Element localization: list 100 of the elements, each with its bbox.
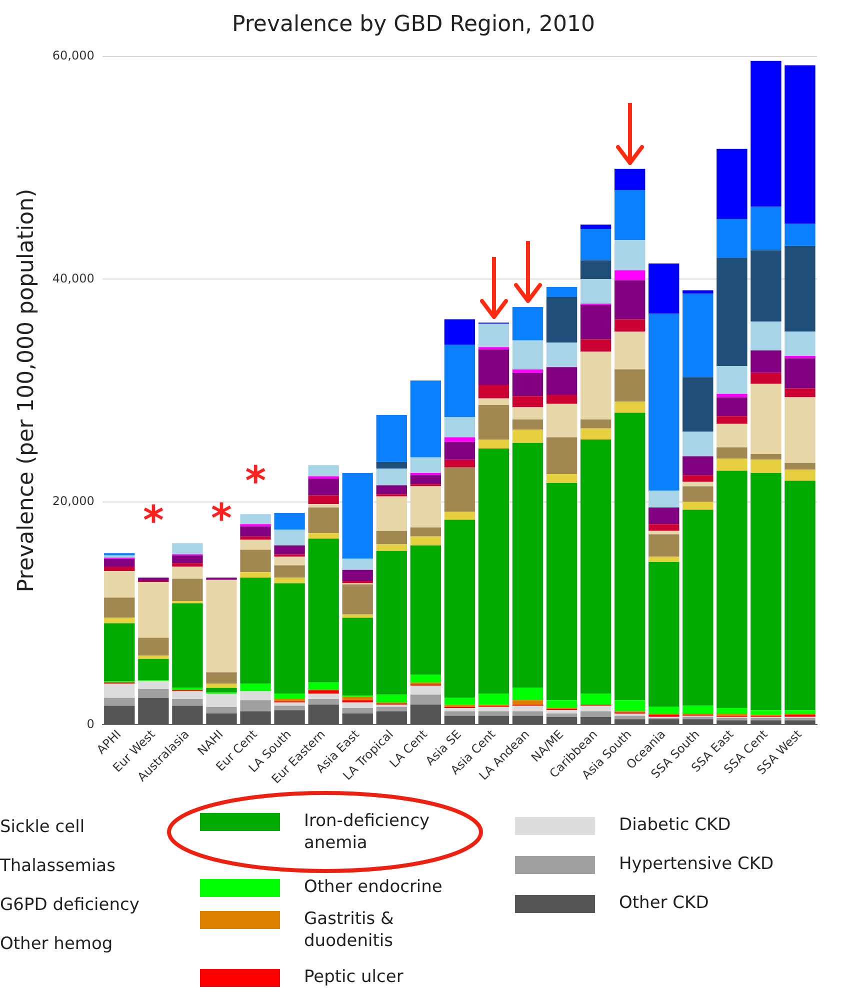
bar bbox=[750, 206, 782, 250]
bar bbox=[580, 304, 612, 340]
bar bbox=[138, 689, 169, 698]
bar bbox=[512, 407, 544, 420]
bar bbox=[410, 686, 442, 695]
bar bbox=[784, 388, 816, 398]
bar bbox=[376, 468, 407, 486]
bar bbox=[308, 693, 339, 700]
bar bbox=[274, 693, 305, 700]
bar bbox=[478, 398, 510, 405]
bar bbox=[478, 324, 510, 348]
bar bbox=[580, 352, 612, 420]
bar bbox=[512, 306, 544, 340]
bar bbox=[410, 536, 442, 546]
bar bbox=[308, 476, 339, 479]
bar bbox=[308, 699, 339, 705]
text: Other hemog bbox=[0, 933, 113, 955]
bar bbox=[206, 714, 237, 724]
bar bbox=[614, 168, 646, 190]
bar bbox=[784, 720, 816, 724]
bar bbox=[716, 366, 748, 394]
bar bbox=[784, 246, 816, 332]
bar bbox=[614, 716, 646, 720]
bar bbox=[512, 706, 544, 712]
text: Sickle cell bbox=[0, 816, 85, 838]
bar bbox=[308, 465, 339, 476]
bar bbox=[172, 555, 203, 564]
bar bbox=[376, 485, 407, 494]
bar bbox=[444, 698, 476, 705]
bar bbox=[104, 555, 135, 558]
bar bbox=[580, 279, 612, 304]
bar bbox=[750, 472, 782, 710]
y-tick-label: 40,000 bbox=[52, 271, 94, 286]
bar bbox=[206, 688, 237, 692]
bar bbox=[512, 340, 544, 370]
bar bbox=[376, 415, 407, 462]
bar bbox=[784, 331, 816, 356]
bar bbox=[716, 219, 748, 258]
bar bbox=[376, 694, 407, 702]
bar bbox=[240, 683, 271, 692]
bar bbox=[784, 470, 816, 481]
bar bbox=[274, 565, 305, 578]
bar bbox=[172, 603, 203, 688]
bar bbox=[750, 372, 782, 384]
bar bbox=[410, 486, 442, 528]
bar bbox=[410, 528, 442, 536]
bar bbox=[206, 672, 237, 684]
bar bbox=[342, 570, 373, 581]
bar bbox=[546, 714, 578, 717]
bar bbox=[138, 638, 169, 656]
bar bbox=[478, 716, 510, 724]
bar bbox=[342, 472, 373, 559]
bar bbox=[750, 321, 782, 350]
bar bbox=[104, 706, 135, 724]
bar bbox=[614, 270, 646, 280]
bar bbox=[376, 706, 407, 712]
bar bbox=[138, 681, 169, 690]
bar bbox=[648, 314, 680, 491]
bar bbox=[648, 706, 680, 714]
bar bbox=[546, 482, 578, 700]
bar bbox=[342, 702, 373, 708]
bar bbox=[750, 250, 782, 322]
bar bbox=[784, 223, 816, 246]
bar bbox=[342, 708, 373, 714]
bar bbox=[444, 460, 476, 468]
bar bbox=[444, 520, 476, 698]
bar bbox=[376, 462, 407, 468]
bar bbox=[138, 578, 169, 581]
legend-label: Iron-deficiency anemia bbox=[304, 810, 431, 854]
bar bbox=[682, 719, 714, 724]
bar bbox=[512, 396, 544, 408]
bar bbox=[274, 513, 305, 530]
bar bbox=[138, 582, 169, 638]
bar bbox=[682, 706, 714, 714]
bar bbox=[614, 369, 646, 402]
bar bbox=[342, 558, 373, 570]
bar bbox=[308, 533, 339, 539]
bar bbox=[172, 688, 203, 690]
bar bbox=[376, 711, 407, 724]
bar bbox=[580, 428, 612, 440]
bar bbox=[750, 384, 782, 454]
bar bbox=[750, 718, 782, 720]
bar bbox=[274, 545, 305, 554]
bar bbox=[308, 504, 339, 508]
bar bbox=[104, 623, 135, 682]
bar bbox=[784, 710, 816, 714]
bar bbox=[648, 524, 680, 531]
bar bbox=[512, 430, 544, 443]
bar bbox=[104, 570, 135, 598]
bar bbox=[784, 358, 816, 388]
text: G6PD deficiency bbox=[0, 894, 140, 916]
bar bbox=[580, 229, 612, 260]
bar bbox=[444, 417, 476, 438]
bar bbox=[308, 690, 339, 694]
bar bbox=[614, 190, 646, 240]
bar bbox=[308, 507, 339, 534]
bar bbox=[478, 405, 510, 440]
bar bbox=[274, 583, 305, 694]
bar bbox=[512, 419, 544, 430]
y-axis-title: Prevalence (per 100,000 population) bbox=[14, 188, 39, 592]
